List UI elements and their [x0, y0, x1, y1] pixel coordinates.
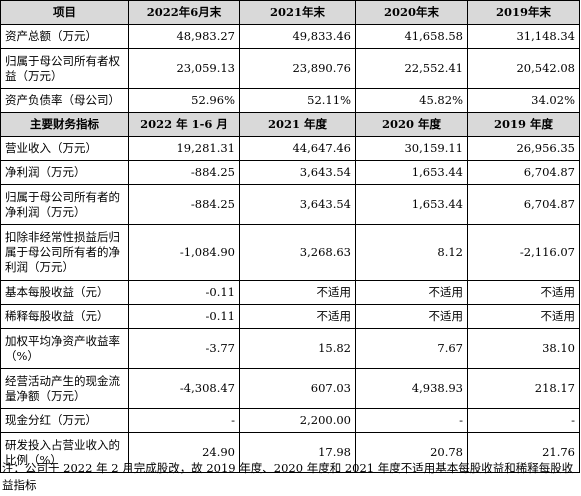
- value-cell: 不适用: [239, 304, 356, 329]
- value-cell: -884.25: [128, 160, 240, 185]
- row-label: 加权平均净资产收益率（%）: [0, 328, 129, 369]
- row-label: 基本每股收益（元）: [0, 280, 129, 305]
- value-cell: 不适用: [355, 280, 468, 305]
- value-cell: 19,281.31: [128, 136, 240, 161]
- value-cell: 44,647.46: [239, 136, 356, 161]
- value-cell: 34.02%: [467, 88, 580, 113]
- value-cell: -: [467, 408, 580, 433]
- value-cell: 3,268.63: [239, 224, 356, 281]
- value-cell: -0.11: [128, 304, 240, 329]
- value-cell: -4,308.47: [128, 368, 240, 409]
- table-row: 资产总额（万元） 48,983.27 49,833.46 41,658.58 3…: [0, 24, 580, 49]
- header-cell: 2022 年 1-6 月: [128, 112, 240, 137]
- table-row: 稀释每股收益（元） -0.11 不适用 不适用 不适用: [0, 304, 580, 329]
- table-row: 现金分红（万元） - 2,200.00 - -: [0, 408, 580, 433]
- row-label: 归属于母公司所有者的净利润（万元）: [0, 184, 129, 225]
- value-cell: -1,084.90: [128, 224, 240, 281]
- value-cell: 1,653.44: [355, 184, 468, 225]
- header-cell: 2022年6月末: [128, 0, 240, 25]
- header-cell: 2021年末: [239, 0, 356, 25]
- header-cell: 2021 年度: [239, 112, 356, 137]
- value-cell: 3,643.54: [239, 160, 356, 185]
- value-cell: -2,116.07: [467, 224, 580, 281]
- value-cell: -0.11: [128, 280, 240, 305]
- value-cell: 20,542.08: [467, 48, 580, 89]
- balance-header-row: 项目 2022年6月末 2021年末 2020年末 2019年末: [0, 0, 580, 25]
- value-cell: 52.11%: [239, 88, 356, 113]
- row-label: 稀释每股收益（元）: [0, 304, 129, 329]
- value-cell: 607.03: [239, 368, 356, 409]
- table-row: 扣除非经常性损益后归属于母公司所有者的净利润（万元） -1,084.90 3,2…: [0, 224, 580, 281]
- header-cell: 2020年末: [355, 0, 468, 25]
- table-row: 基本每股收益（元） -0.11 不适用 不适用 不适用: [0, 280, 580, 305]
- value-cell: 41,658.58: [355, 24, 468, 49]
- table-row: 经营活动产生的现金流量净额（万元） -4,308.47 607.03 4,938…: [0, 368, 580, 409]
- value-cell: 15.82: [239, 328, 356, 369]
- value-cell: 6,704.87: [467, 184, 580, 225]
- value-cell: 26,956.35: [467, 136, 580, 161]
- value-cell: 38.10: [467, 328, 580, 369]
- value-cell: 1,653.44: [355, 160, 468, 185]
- value-cell: 7.67: [355, 328, 468, 369]
- value-cell: 不适用: [467, 304, 580, 329]
- header-cell: 2020 年度: [355, 112, 468, 137]
- value-cell: 20.78: [355, 432, 468, 473]
- value-cell: 8.12: [355, 224, 468, 281]
- value-cell: -: [128, 408, 240, 433]
- financial-table: 项目 2022年6月末 2021年末 2020年末 2019年末 资产总额（万元…: [0, 0, 580, 473]
- value-cell: 不适用: [239, 280, 356, 305]
- value-cell: 52.96%: [128, 88, 240, 113]
- value-cell: 31,148.34: [467, 24, 580, 49]
- table-row: 研发投入占营业收入的比例（%） 24.90 17.98 20.78 21.76: [0, 432, 580, 473]
- value-cell: 30,159.11: [355, 136, 468, 161]
- header-cell: 项目: [0, 0, 129, 25]
- row-label: 归属于母公司所有者权益（万元）: [0, 48, 129, 89]
- value-cell: 23,890.76: [239, 48, 356, 89]
- footnote: 注：公司于 2022 年 2 月完成股改，故 2019 年度、2020 年度和 …: [2, 461, 574, 492]
- value-cell: -884.25: [128, 184, 240, 225]
- header-cell: 主要财务指标: [0, 112, 129, 137]
- value-cell: 3,643.54: [239, 184, 356, 225]
- row-label: 研发投入占营业收入的比例（%）: [0, 432, 129, 473]
- row-label: 经营活动产生的现金流量净额（万元）: [0, 368, 129, 409]
- value-cell: 4,938.93: [355, 368, 468, 409]
- table-row: 归属于母公司所有者权益（万元） 23,059.13 23,890.76 22,5…: [0, 48, 580, 89]
- value-cell: 不适用: [355, 304, 468, 329]
- value-cell: 不适用: [467, 280, 580, 305]
- row-label: 资产总额（万元）: [0, 24, 129, 49]
- value-cell: 17.98: [239, 432, 356, 473]
- value-cell: 49,833.46: [239, 24, 356, 49]
- table-row: 净利润（万元） -884.25 3,643.54 1,653.44 6,704.…: [0, 160, 580, 185]
- header-cell: 2019 年度: [467, 112, 580, 137]
- indicator-header-row: 主要财务指标 2022 年 1-6 月 2021 年度 2020 年度 2019…: [0, 112, 580, 137]
- header-cell: 2019年末: [467, 0, 580, 25]
- value-cell: 2,200.00: [239, 408, 356, 433]
- value-cell: 22,552.41: [355, 48, 468, 89]
- value-cell: 45.82%: [355, 88, 468, 113]
- row-label: 现金分红（万元）: [0, 408, 129, 433]
- value-cell: 48,983.27: [128, 24, 240, 49]
- value-cell: 23,059.13: [128, 48, 240, 89]
- table-row: 加权平均净资产收益率（%） -3.77 15.82 7.67 38.10: [0, 328, 580, 369]
- row-label: 资产负债率（母公司）: [0, 88, 129, 113]
- table-row: 资产负债率（母公司） 52.96% 52.11% 45.82% 34.02%: [0, 88, 580, 113]
- value-cell: 6,704.87: [467, 160, 580, 185]
- row-label: 扣除非经常性损益后归属于母公司所有者的净利润（万元）: [0, 224, 129, 281]
- value-cell: 218.17: [467, 368, 580, 409]
- row-label: 营业收入（万元）: [0, 136, 129, 161]
- value-cell: -: [355, 408, 468, 433]
- value-cell: -3.77: [128, 328, 240, 369]
- value-cell: 24.90: [128, 432, 240, 473]
- value-cell: 21.76: [467, 432, 580, 473]
- table-row: 营业收入（万元） 19,281.31 44,647.46 30,159.11 2…: [0, 136, 580, 161]
- row-label: 净利润（万元）: [0, 160, 129, 185]
- table-row: 归属于母公司所有者的净利润（万元） -884.25 3,643.54 1,653…: [0, 184, 580, 225]
